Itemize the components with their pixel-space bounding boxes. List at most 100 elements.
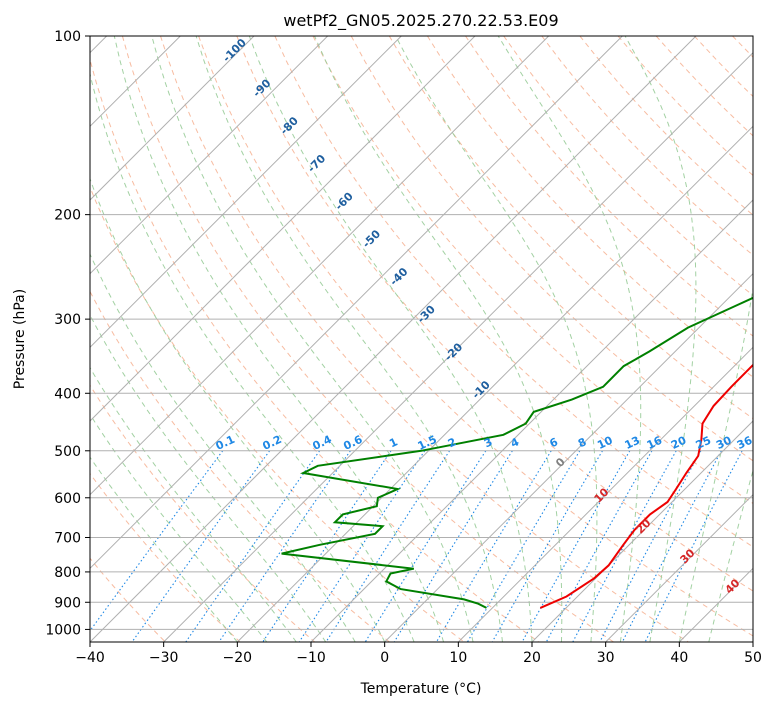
mixing-ratio-line	[262, 450, 392, 642]
x-axis-ticks: −40 −30 −20 −10 0 10 20 30 40 50	[75, 642, 762, 666]
x-tick-label: 30	[597, 650, 615, 666]
x-tick-label: −30	[149, 650, 179, 666]
dry-adiabat	[503, 36, 753, 296]
x-tick-label: 10	[449, 650, 467, 666]
mixing-ratio-line	[644, 450, 743, 642]
dewpoint-series-line	[281, 296, 753, 609]
mixing-ratio-line	[467, 450, 581, 642]
dry-adiabat	[90, 557, 166, 642]
dry-adiabat	[236, 36, 753, 592]
isotherm-line	[752, 641, 753, 642]
sounding-curves	[281, 296, 753, 609]
dry-adiabat	[693, 36, 753, 98]
isotherm-line	[90, 36, 255, 201]
dry-adiabat	[90, 290, 390, 642]
dry-adiabat	[90, 185, 465, 642]
mixing-ratio-line	[435, 450, 552, 642]
dry-adiabat	[312, 36, 753, 505]
moist-adiabat	[90, 177, 386, 642]
isopleth-labels: -100-90-80-70-60-50-40-30-20-100.1 0.2 0.4…	[214, 36, 755, 597]
mixing-ratio-label: 0.4	[311, 433, 334, 453]
isotherm-label: -100	[220, 36, 249, 65]
mixing-ratio-label: 25	[694, 434, 713, 452]
y-tick-label: 400	[54, 386, 81, 402]
moist-adiabat	[395, 36, 598, 642]
mixing-ratio-label: 10	[595, 434, 615, 452]
isotherm-line	[90, 36, 623, 570]
isotherm-label: -10	[470, 378, 493, 401]
isotherm-line	[310, 199, 753, 642]
moist-adiabat	[90, 413, 268, 642]
mixing-ratio-label: 16	[645, 434, 665, 452]
y-axis-ticks: 100 200 300 400 500 600 700 800 900 1000	[45, 29, 90, 638]
mixing-ratio-label: 20	[669, 434, 689, 452]
isotherm-line	[457, 346, 753, 642]
x-tick-label: 0	[380, 650, 389, 666]
skewed-isotherms	[90, 36, 753, 642]
y-tick-label: 300	[54, 312, 81, 328]
isotherm-line	[90, 36, 697, 642]
mixing-ratio-label: 1.5	[416, 433, 439, 453]
x-tick-label: −20	[223, 650, 253, 666]
dry-adiabat	[90, 472, 241, 642]
x-tick-label: −40	[75, 650, 105, 666]
dry-adiabat	[274, 36, 753, 548]
mixing-ratio-line	[90, 450, 224, 632]
dry-adiabat	[426, 36, 753, 378]
dry-adiabats	[90, 36, 775, 642]
dry-adiabat	[388, 36, 753, 420]
mixing-ratio-label: 0.1	[214, 433, 237, 453]
isotherm-line	[531, 420, 753, 642]
isotherm-line	[163, 51, 753, 642]
isotherm-line	[90, 36, 329, 275]
plot-frame	[89, 35, 754, 643]
dry-adiabat	[465, 36, 753, 337]
x-tick-label: 40	[670, 650, 688, 666]
mixing-ratio-line	[218, 450, 351, 642]
isotherm-line	[90, 36, 402, 349]
y-tick-label: 500	[54, 444, 81, 460]
warm-isotherm-label: 40	[723, 576, 743, 596]
mixing-ratio-label: 6	[548, 435, 561, 450]
x-tick-label: −10	[296, 650, 326, 666]
dry-adiabat	[771, 36, 775, 642]
mixing-ratio-lines	[90, 450, 743, 642]
x-axis-label: Temperature (°C)	[360, 681, 482, 697]
moist-adiabat	[90, 252, 356, 642]
mixing-ratio-line	[521, 450, 631, 642]
dry-adiabat	[121, 36, 614, 642]
moist-adiabat	[497, 36, 642, 642]
moist-adiabat	[151, 36, 474, 642]
x-tick-label: 50	[744, 650, 762, 666]
warm-isotherm-label: 10	[592, 485, 612, 505]
y-tick-label: 700	[54, 531, 81, 547]
moist-adiabat	[90, 456, 238, 642]
pressure-gridlines	[90, 36, 753, 630]
mixing-ratio-label: 36	[735, 434, 755, 452]
mixing-ratio-label: 0.2	[261, 433, 284, 453]
mixing-ratio-label: 2	[446, 435, 458, 450]
mixing-ratio-line	[621, 450, 722, 642]
isotherm-line	[384, 272, 753, 642]
y-tick-label: 1000	[45, 622, 81, 638]
y-tick-label: 900	[54, 595, 81, 611]
mixing-ratio-label: 4	[509, 435, 522, 450]
isotherm-line	[605, 493, 753, 642]
moist-adiabats	[90, 36, 753, 642]
mixing-ratio-line	[364, 450, 487, 642]
temperature-series-line	[539, 363, 753, 609]
y-tick-label: 800	[54, 565, 81, 581]
warm-isotherm-label: 30	[678, 546, 698, 566]
moist-adiabat	[314, 36, 563, 642]
mixing-ratio-line	[393, 450, 513, 642]
moist-adiabat	[708, 468, 753, 642]
moist-adiabat	[90, 71, 415, 642]
isotherm-label: -40	[387, 265, 410, 288]
isotherm-label: -90	[250, 76, 273, 99]
y-axis-label: Pressure (hPa)	[12, 289, 28, 389]
dry-adiabat	[90, 384, 316, 642]
moist-adiabat	[113, 36, 445, 642]
isotherm-label: -30	[415, 303, 438, 326]
dry-adiabat	[90, 57, 540, 642]
